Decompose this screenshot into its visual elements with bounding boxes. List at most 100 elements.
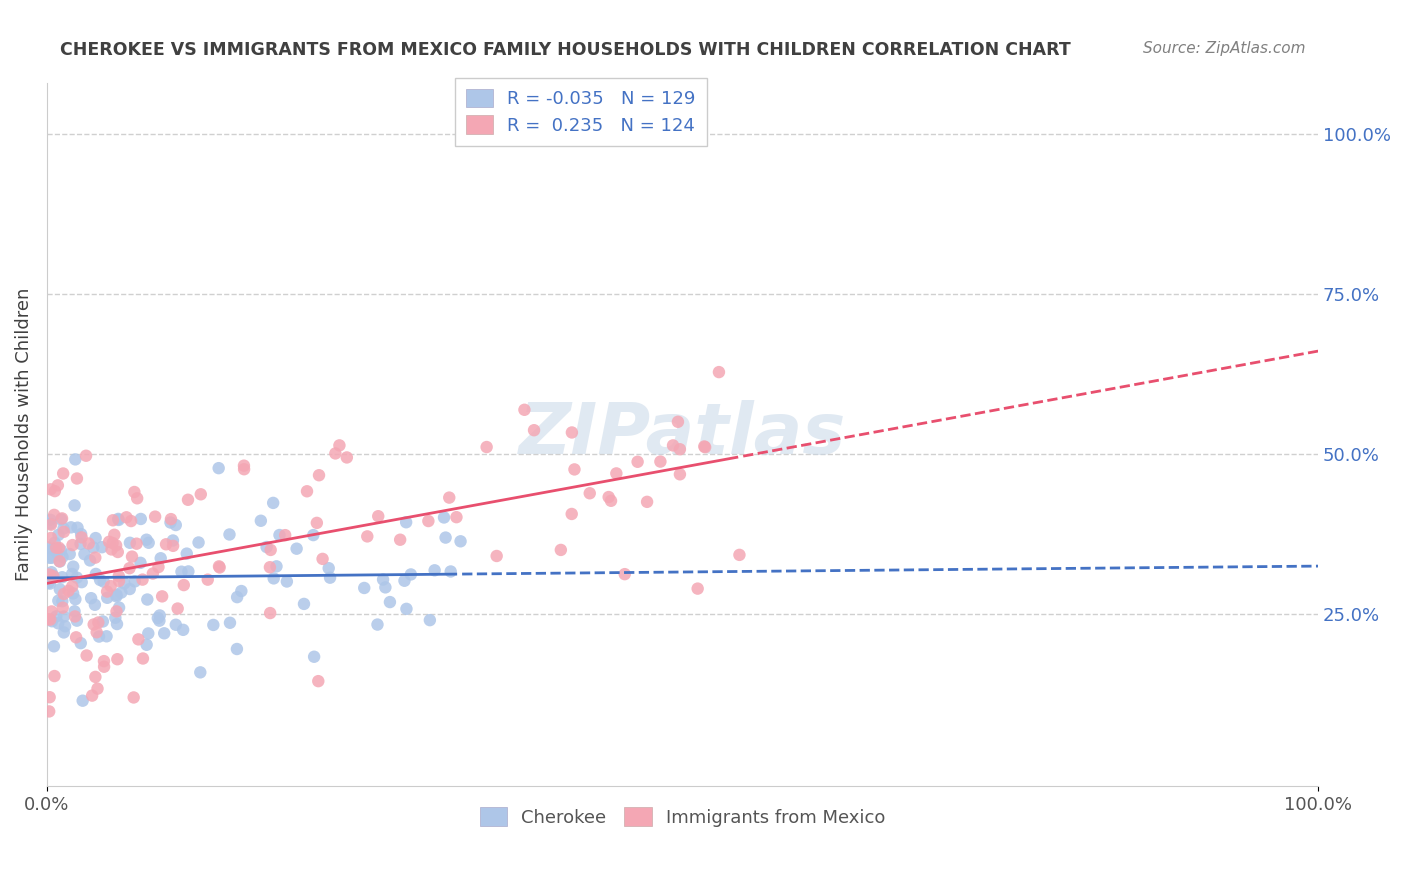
Point	[173, 578, 195, 592]
Point	[41, 604, 63, 618]
Point	[65, 452, 87, 467]
Point	[49, 555, 72, 569]
Point	[259, 606, 281, 620]
Point	[124, 574, 146, 589]
Point	[561, 425, 583, 440]
Point	[52, 524, 75, 539]
Point	[561, 507, 583, 521]
Point	[87, 615, 110, 630]
Point	[45, 609, 67, 624]
Point	[308, 468, 330, 483]
Point	[550, 543, 572, 558]
Point	[124, 485, 146, 500]
Point	[693, 440, 716, 454]
Point	[135, 638, 157, 652]
Point	[328, 438, 350, 452]
Point	[38, 567, 60, 582]
Point	[295, 484, 318, 499]
Point	[39, 613, 62, 627]
Point	[108, 569, 131, 583]
Point	[149, 608, 172, 623]
Point	[104, 611, 127, 625]
Point	[58, 583, 80, 598]
Point	[399, 567, 422, 582]
Point	[100, 542, 122, 557]
Point	[120, 514, 142, 528]
Point	[475, 440, 498, 454]
Point	[65, 592, 87, 607]
Point	[146, 611, 169, 625]
Point	[93, 654, 115, 668]
Point	[127, 632, 149, 647]
Point	[269, 528, 291, 542]
Point	[86, 681, 108, 696]
Point	[150, 590, 173, 604]
Point	[93, 659, 115, 673]
Point	[38, 690, 60, 705]
Point	[353, 581, 375, 595]
Point	[86, 625, 108, 640]
Point	[44, 508, 66, 522]
Point	[72, 694, 94, 708]
Point	[176, 547, 198, 561]
Point	[129, 556, 152, 570]
Point	[52, 609, 75, 624]
Point	[70, 530, 93, 544]
Point	[208, 559, 231, 574]
Point	[450, 534, 472, 549]
Point	[45, 546, 67, 560]
Point	[356, 529, 378, 543]
Point	[226, 590, 249, 604]
Point	[84, 550, 107, 565]
Point	[446, 510, 468, 524]
Point	[605, 467, 627, 481]
Point	[52, 587, 75, 601]
Point	[51, 570, 73, 584]
Point	[44, 669, 66, 683]
Point	[695, 440, 717, 454]
Point	[89, 573, 111, 587]
Point	[138, 535, 160, 549]
Point	[98, 534, 121, 549]
Point	[302, 649, 325, 664]
Point	[219, 615, 242, 630]
Point	[202, 618, 225, 632]
Point	[96, 584, 118, 599]
Point	[44, 484, 66, 499]
Point	[259, 560, 281, 574]
Point	[262, 496, 284, 510]
Point	[39, 531, 62, 545]
Point	[311, 552, 333, 566]
Point	[142, 566, 165, 581]
Point	[440, 565, 463, 579]
Point	[564, 462, 586, 476]
Point	[319, 571, 342, 585]
Point	[707, 365, 730, 379]
Point	[87, 630, 110, 644]
Point	[82, 541, 104, 555]
Point	[112, 576, 135, 591]
Point	[318, 561, 340, 575]
Point	[136, 626, 159, 640]
Point	[367, 509, 389, 524]
Point	[82, 689, 104, 703]
Point	[52, 625, 75, 640]
Point	[129, 512, 152, 526]
Point	[598, 490, 620, 504]
Point	[69, 636, 91, 650]
Point	[302, 528, 325, 542]
Point	[336, 450, 359, 465]
Point	[188, 665, 211, 680]
Point	[578, 486, 600, 500]
Point	[60, 566, 83, 581]
Point	[149, 551, 172, 566]
Point	[42, 569, 65, 583]
Point	[105, 604, 128, 618]
Point	[153, 626, 176, 640]
Point	[523, 423, 546, 437]
Point	[118, 536, 141, 550]
Point	[70, 575, 93, 590]
Point	[41, 550, 63, 565]
Point	[48, 554, 70, 568]
Point	[84, 531, 107, 545]
